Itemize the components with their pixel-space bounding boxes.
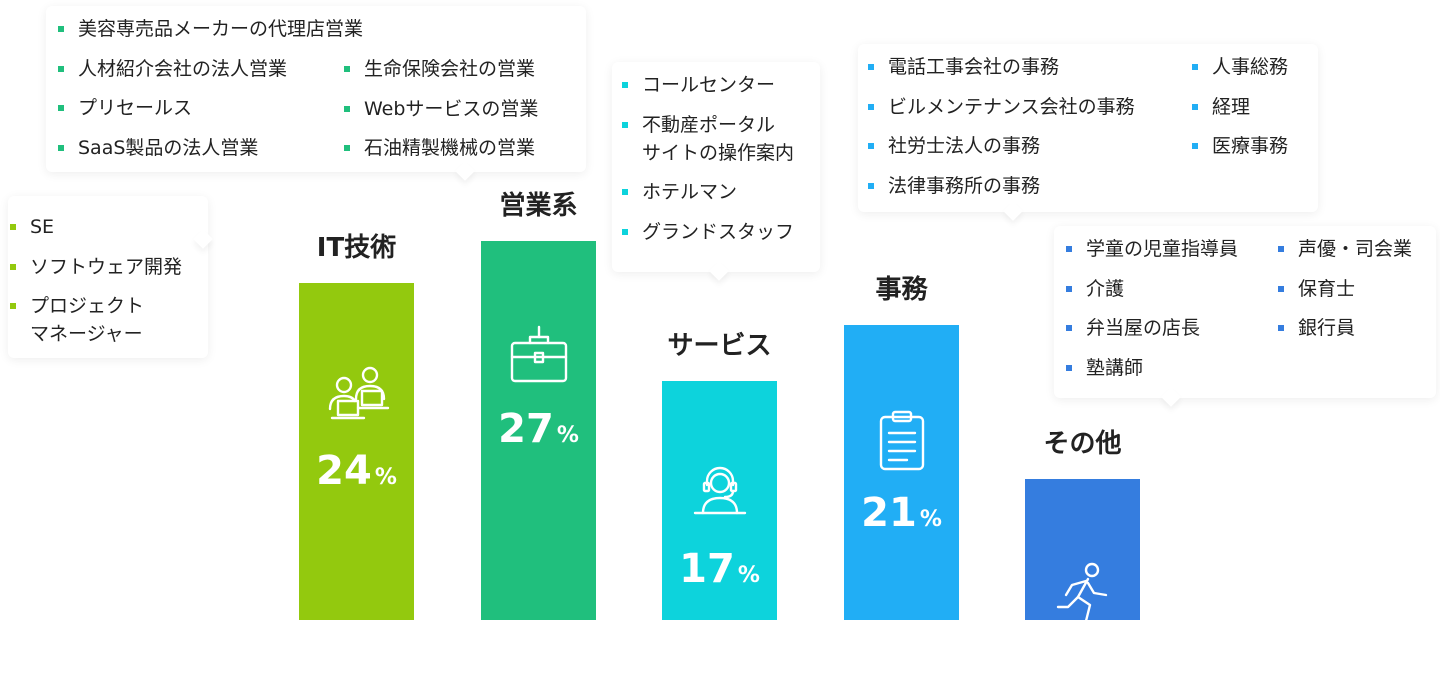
briefcase-icon [504, 321, 574, 391]
annotation-item: ホテルマン [642, 181, 738, 203]
bar-5 [1025, 479, 1140, 620]
annotation-item: ソフトウェア開発 [30, 255, 183, 278]
annotation-item: ビルメンテナンス会社の事務 [888, 95, 1135, 118]
bar-3 [662, 381, 777, 620]
value-unit: % [919, 507, 942, 532]
bullet-square-icon [344, 105, 350, 112]
bullet-square-icon [10, 224, 16, 230]
annotation-bubble [46, 6, 586, 172]
bullet-square-icon [868, 143, 874, 149]
annotation-item: 医療事務 [1212, 135, 1289, 157]
clipboard-icon [867, 405, 937, 475]
bullet-square-icon [1066, 285, 1072, 292]
bullet-square-icon [1066, 325, 1072, 331]
annotation-bubble [8, 196, 208, 358]
bullet-square-icon [58, 144, 64, 151]
bullet-square-icon [868, 182, 874, 189]
annotation-item: 声優・司会業 [1298, 238, 1413, 260]
bullet-square-icon [1278, 325, 1284, 331]
bar-2 [481, 241, 596, 620]
annotation-item: 美容専売品メーカーの代理店営業 [78, 18, 364, 40]
bullet-square-icon [58, 26, 64, 32]
annotation-bubble [858, 44, 1318, 212]
annotation-item: コールセンター [642, 74, 776, 96]
annotation-item: 学童の児童指導員 [1086, 238, 1239, 260]
bullet-square-icon [868, 103, 874, 110]
annotation-item: 社労士法人の事務 [888, 135, 1041, 157]
annotation-item: 経理 [1212, 95, 1251, 118]
annotation-item: グランドスタッフ [642, 220, 795, 243]
bullet-square-icon [10, 263, 16, 270]
bullet-square-icon [10, 303, 16, 309]
annotation-item: Webサービスの営業 [364, 97, 539, 120]
annotation-bubble [1054, 226, 1436, 398]
annotation-item: 銀行員 [1298, 317, 1356, 339]
annotation-item: 介護 [1086, 277, 1125, 300]
bullet-square-icon [58, 65, 64, 72]
annotation-item: SE [30, 216, 55, 238]
category-label: IT技術 [316, 233, 397, 263]
bullet-square-icon [622, 121, 628, 128]
bullet-square-icon [1192, 64, 1198, 70]
annotation-item: プリセールス [78, 97, 193, 119]
bar-4 [844, 325, 959, 620]
headset-operator-icon [685, 461, 755, 531]
bullet-square-icon [1278, 285, 1284, 292]
annotation-item: 弁当屋の店長 [1086, 317, 1201, 339]
annotation-item: 塾講師 [1086, 356, 1144, 379]
annotation-item: 電話工事会社の事務 [888, 56, 1060, 78]
bar-value-label: 21% [844, 490, 959, 536]
value-unit: % [737, 563, 760, 588]
annotation-item: マネージャー [30, 323, 143, 345]
annotation-item: 法律事務所の事務 [888, 174, 1041, 197]
annotation-item: 生命保険会社の営業 [364, 58, 536, 80]
value-number: 10 [1042, 644, 1098, 690]
value-unit: % [556, 423, 579, 448]
bar-value-label: 24% [299, 448, 414, 494]
bullet-square-icon [1192, 103, 1198, 110]
bullet-square-icon [622, 228, 628, 235]
bullet-square-icon [622, 189, 628, 195]
bar-value-label: 10% [1025, 644, 1140, 690]
category-label: その他 [1043, 429, 1122, 459]
bullet-square-icon [1066, 246, 1072, 252]
bar-value-label: 17% [662, 546, 777, 592]
bar-value-label: 27% [481, 406, 596, 452]
value-number: 27 [498, 406, 554, 452]
annotation-item: 人材紹介会社の法人営業 [78, 57, 288, 80]
annotation-item: サイトの操作案内 [642, 141, 795, 164]
bullet-square-icon [1066, 364, 1072, 371]
bullet-square-icon [58, 105, 64, 111]
annotation-item: 不動産ポータル [642, 113, 776, 136]
category-label: 事務 [875, 275, 928, 305]
bullet-square-icon [622, 82, 628, 88]
bullet-square-icon [1192, 143, 1198, 149]
value-unit: % [1100, 661, 1123, 686]
annotation-item: 保育士 [1298, 277, 1356, 300]
value-number: 24 [316, 448, 372, 494]
bar-1 [299, 283, 414, 620]
value-number: 17 [679, 546, 735, 592]
annotation-bubble [612, 62, 820, 272]
bullet-square-icon [868, 64, 874, 70]
category-label: 営業系 [499, 191, 578, 221]
bullet-square-icon [344, 145, 350, 151]
annotation-item: 人事総務 [1212, 56, 1289, 78]
bullet-square-icon [344, 66, 350, 72]
value-number: 21 [861, 490, 917, 536]
running-person-icon [1048, 559, 1118, 629]
job-category-bar-chart: SE ソフトウェア開発 プロジェクト マネージャー 美容専売品メーカーの代理店営業 人材紹… [8, 6, 1436, 620]
annotation-item: SaaS製品の法人営業 [78, 136, 259, 159]
bullet-square-icon [1278, 246, 1284, 252]
annotation-item: プロジェクト [30, 295, 145, 317]
category-label: サービス [667, 331, 772, 361]
value-unit: % [374, 465, 397, 490]
two-people-laptops-icon [322, 363, 392, 433]
annotation-item: 石油精製機械の営業 [364, 137, 536, 159]
